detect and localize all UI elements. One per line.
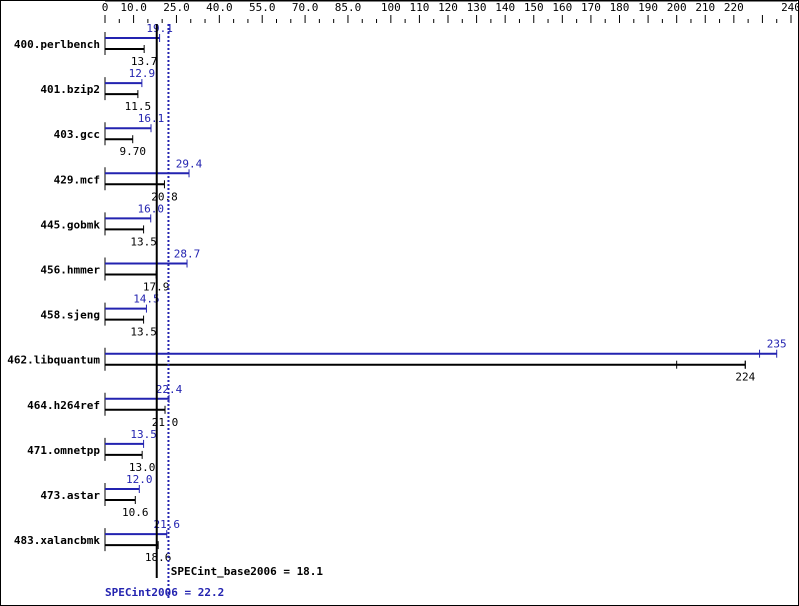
base-value-label: 20.8 <box>151 190 178 203</box>
peak-value-label: 16.1 <box>138 112 165 125</box>
x-tick-label: 170 <box>581 1 601 14</box>
base-value-label: 13.7 <box>131 55 158 68</box>
x-tick-label: 240 <box>781 1 799 14</box>
benchmark-label: 462.libquantum <box>7 354 100 367</box>
x-tick-label: 25.0 <box>163 1 190 14</box>
peak-value-label: 19.1 <box>146 22 173 35</box>
benchmark-label: 458.sjeng <box>40 309 100 322</box>
base-value-label: 18.6 <box>145 551 172 564</box>
x-tick-label: 160 <box>552 1 572 14</box>
benchmark-label: 471.omnetpp <box>27 444 100 457</box>
peak-value-label: 28.7 <box>174 248 201 261</box>
benchmark-label: 483.xalancbmk <box>14 534 100 547</box>
x-tick-label: 190 <box>638 1 658 14</box>
benchmark-label: 473.astar <box>40 489 100 502</box>
benchmark-label: 464.h264ref <box>27 399 100 412</box>
base-value-label: 10.6 <box>122 506 149 519</box>
x-tick-label: 10.0 <box>120 1 147 14</box>
benchmark-label: 401.bzip2 <box>40 83 100 96</box>
x-tick-label: 120 <box>438 1 458 14</box>
x-tick-label: 130 <box>467 1 487 14</box>
x-tick-label: 140 <box>495 1 515 14</box>
peak-value-label: 12.9 <box>129 67 156 80</box>
x-tick-label: 220 <box>724 1 744 14</box>
base-value-label: 11.5 <box>125 100 152 113</box>
x-tick-label: 210 <box>695 1 715 14</box>
benchmark-label: 429.mcf <box>54 173 100 186</box>
peak-value-label: 29.4 <box>176 157 203 170</box>
benchmark-label: 445.gobmk <box>40 218 100 231</box>
benchmark-label: 400.perlbench <box>14 38 100 51</box>
x-tick-label: 150 <box>524 1 544 14</box>
peak-value-label: 14.5 <box>133 293 160 306</box>
base-value-label: 21.0 <box>152 416 179 429</box>
x-tick-label: 180 <box>610 1 630 14</box>
base-value-label: 9.70 <box>119 145 146 158</box>
x-tick-label: 85.0 <box>335 1 362 14</box>
base-value-label: 13.5 <box>130 326 157 339</box>
peak-value-label: 13.5 <box>130 428 157 441</box>
peak-summary-label: SPECint2006 = 22.2 <box>105 586 224 599</box>
x-tick-label: 100 <box>381 1 401 14</box>
x-tick-label: 55.0 <box>249 1 276 14</box>
base-summary-label: SPECint_base2006 = 18.1 <box>171 565 324 578</box>
benchmark-label: 403.gcc <box>54 128 100 141</box>
peak-value-label: 12.0 <box>126 473 153 486</box>
x-tick-label: 40.0 <box>206 1 233 14</box>
base-value-label: 13.0 <box>129 461 156 474</box>
x-tick-label: 110 <box>409 1 429 14</box>
x-tick-label: 70.0 <box>292 1 319 14</box>
x-tick-label: 0 <box>102 1 109 14</box>
benchmark-label: 456.hmmer <box>40 264 100 277</box>
x-tick-label: 200 <box>667 1 687 14</box>
peak-value-label: 16.0 <box>137 202 164 215</box>
base-value-label: 13.5 <box>130 235 157 248</box>
base-value-label: 224 <box>735 371 755 384</box>
peak-value-label: 235 <box>767 338 787 351</box>
peak-value-label: 21.6 <box>153 518 180 531</box>
